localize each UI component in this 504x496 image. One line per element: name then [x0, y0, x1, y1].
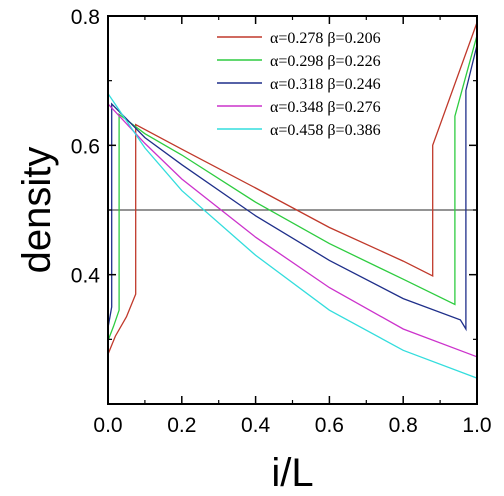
series-line-4	[107, 103, 478, 358]
legend-label-2: α=0.298 β=0.226	[270, 53, 381, 70]
series-line-5	[107, 93, 478, 379]
legend: α=0.278 β=0.206 α=0.298 β=0.226 α=0.318 β=…	[217, 30, 381, 139]
x-axis-title: i/L	[271, 451, 313, 495]
plot-content	[107, 22, 478, 379]
y-tick-label: 0.8	[71, 6, 100, 29]
y-tick-label: 0.4	[71, 265, 101, 288]
y-axis-title: density	[15, 147, 59, 274]
y-tick-label: 0.6	[71, 135, 100, 158]
legend-label-4: α=0.348 β=0.276	[270, 99, 381, 116]
x-tick-label: 0.6	[315, 414, 344, 437]
x-tick-label: 1.0	[462, 414, 491, 437]
x-tick-label: 0.4	[241, 414, 271, 437]
x-tick-label: 0.0	[93, 414, 122, 437]
legend-label-5: α=0.458 β=0.386	[270, 122, 381, 139]
x-tick-label: 0.8	[389, 414, 418, 437]
ticks	[107, 15, 478, 404]
series-line-1	[107, 22, 478, 355]
legend-label-3: α=0.318 β=0.246	[270, 76, 381, 93]
series-line-3	[107, 44, 478, 332]
x-tick-label: 0.2	[167, 414, 196, 437]
series-line-2	[107, 35, 478, 341]
legend-label-1: α=0.278 β=0.206	[270, 30, 381, 47]
tick-labels: 0.0 0.2 0.4 0.6 0.8 1.0 0.4 0.6 0.8	[71, 6, 492, 437]
